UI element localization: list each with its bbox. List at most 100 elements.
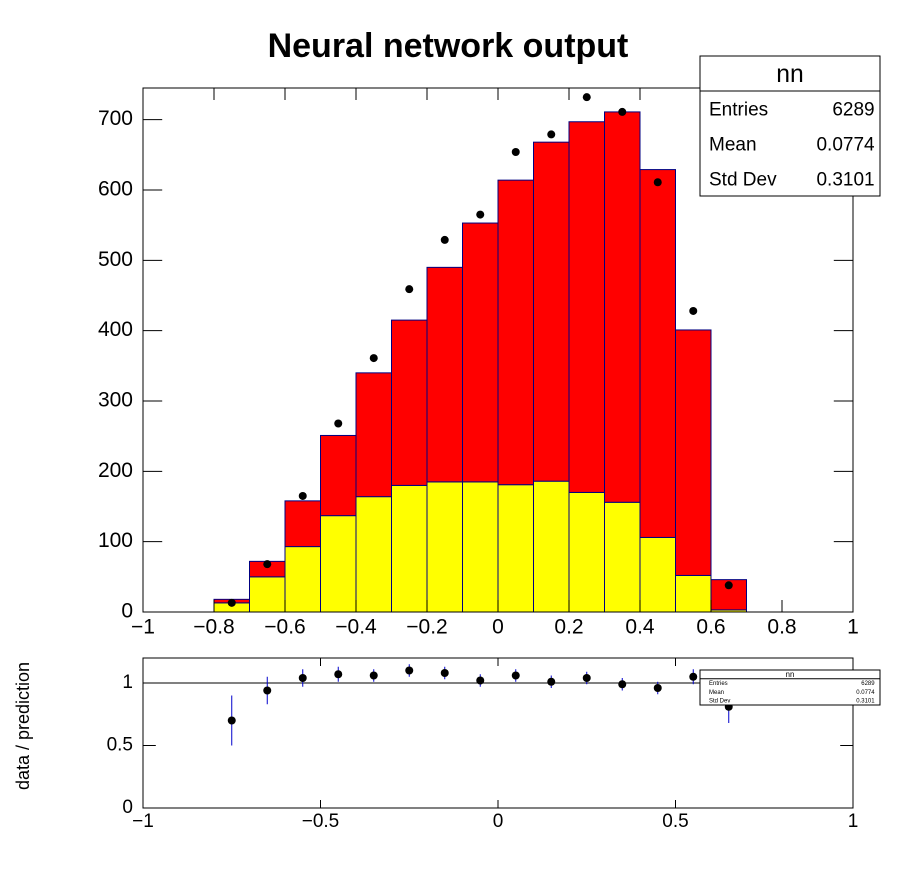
plot-frame — [142, 87, 854, 613]
y-tick-label: 200 — [98, 459, 133, 482]
stack-bar — [284, 500, 321, 548]
ratio-point — [476, 676, 485, 685]
stats-value: 0.0774 — [816, 134, 875, 155]
stack-bar — [675, 329, 712, 576]
stats-box — [699, 55, 881, 197]
x-tick-label: −0.2 — [406, 616, 447, 639]
y-tick-label: 700 — [98, 107, 133, 130]
stack-bar — [355, 372, 392, 498]
y-tick-label: 100 — [98, 529, 133, 552]
y-tick-label: 500 — [98, 248, 133, 271]
stats-value: 0.0774 — [856, 690, 875, 696]
y-axis-label: data / prediction — [13, 662, 33, 790]
plot-frame — [142, 657, 854, 809]
data-point — [582, 93, 591, 102]
ratio-point — [618, 680, 627, 689]
data-point — [724, 581, 733, 590]
stack-bar — [497, 484, 534, 613]
stats-label: Std Dev — [709, 699, 730, 705]
data-point — [334, 419, 343, 428]
ratio-point — [263, 686, 272, 695]
stack-bar — [320, 434, 357, 517]
y-tick-label: 0 — [122, 797, 133, 818]
stats-label: Std Dev — [709, 169, 777, 190]
data-point — [511, 148, 520, 157]
ratio-point — [227, 716, 236, 725]
x-tick-label: −1 — [131, 616, 155, 639]
stack-bar — [426, 266, 463, 483]
x-tick-label: −0.5 — [302, 811, 340, 832]
stack-bar — [284, 546, 321, 613]
y-tick-label: 300 — [98, 389, 133, 412]
ratio-point — [298, 674, 307, 682]
x-tick-label: 0.5 — [662, 811, 688, 832]
data-point — [547, 130, 556, 139]
data-point — [298, 491, 307, 500]
y-tick-label: 600 — [98, 178, 133, 201]
chart-title: Neural network output — [268, 27, 629, 65]
data-point — [689, 306, 698, 315]
x-tick-label: 0.4 — [625, 616, 655, 639]
stack-bar — [604, 111, 641, 503]
y-tick-label: 0.5 — [107, 735, 133, 756]
stack-bar — [462, 481, 499, 613]
x-tick-label: 0.2 — [554, 616, 583, 639]
stack-bar — [533, 141, 570, 482]
x-tick-label: 1 — [847, 616, 859, 639]
ratio-point — [582, 674, 591, 682]
ratio-point — [334, 670, 343, 679]
ratio-point — [511, 671, 520, 680]
data-point — [405, 285, 414, 294]
ratio-point — [440, 669, 449, 677]
stack-bar — [249, 576, 286, 613]
stack-bar — [675, 574, 712, 613]
ratio-point — [547, 677, 556, 686]
x-tick-label: 1 — [848, 811, 859, 832]
stack-bar — [568, 491, 605, 613]
stack-bar — [604, 501, 641, 613]
ratio-point — [405, 666, 414, 675]
stack-bar — [639, 169, 676, 538]
data-point — [653, 178, 662, 187]
stats-title: nn — [786, 670, 795, 679]
ratio-point — [653, 684, 662, 692]
stats-box — [699, 669, 881, 706]
stats-value: 0.3101 — [816, 169, 874, 190]
ratio-point — [689, 672, 698, 681]
stats-label: Entries — [709, 99, 768, 120]
stack-bar — [462, 222, 499, 483]
data-point — [618, 107, 627, 116]
ratio-point — [369, 671, 378, 680]
stack-bar — [391, 319, 428, 486]
x-tick-label: 0.8 — [767, 616, 796, 639]
x-tick-label: 0 — [492, 616, 504, 639]
stack-bar — [355, 496, 392, 613]
stack-bar — [533, 480, 570, 613]
stats-value: 6289 — [861, 681, 875, 687]
x-tick-label: 0 — [493, 811, 504, 832]
y-tick-label: 400 — [98, 318, 133, 341]
stats-title: nn — [776, 61, 803, 88]
stats-value: 6289 — [832, 99, 874, 120]
stats-label: Mean — [709, 134, 757, 155]
data-point — [263, 560, 272, 569]
data-point — [440, 235, 449, 244]
data-point — [227, 598, 236, 607]
x-tick-label: −0.8 — [193, 616, 234, 639]
y-tick-label: 1 — [122, 672, 133, 693]
x-tick-label: −0.4 — [335, 616, 377, 639]
stack-bar — [391, 484, 428, 613]
stack-bar — [568, 121, 605, 493]
stack-bar — [639, 536, 676, 613]
x-tick-label: 0.6 — [696, 616, 725, 639]
x-tick-label: −1 — [132, 811, 154, 832]
stack-bar — [497, 179, 534, 486]
data-point — [476, 210, 485, 219]
stack-bar — [320, 515, 357, 613]
x-tick-label: −0.6 — [264, 616, 305, 639]
stack-bar — [426, 481, 463, 613]
stats-value: 0.3101 — [856, 699, 875, 705]
data-point — [369, 354, 378, 363]
